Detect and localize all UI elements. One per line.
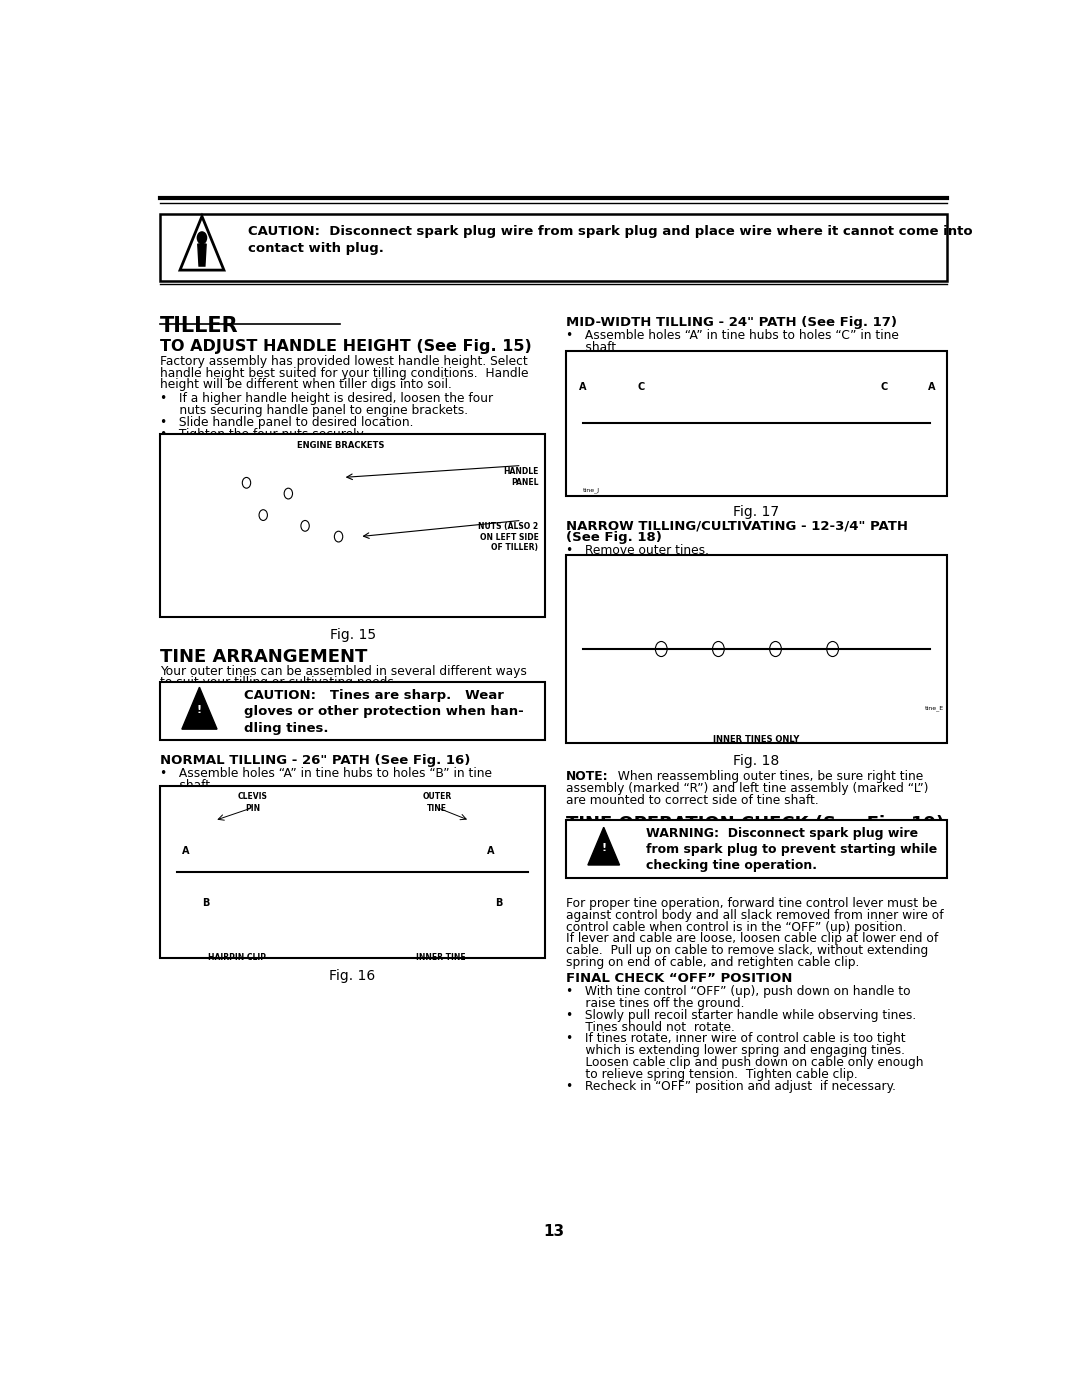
Text: spring on end of cable, and retighten cable clip.: spring on end of cable, and retighten ca… xyxy=(566,956,860,970)
Text: 13: 13 xyxy=(543,1224,564,1239)
Text: Loosen cable clip and push down on cable only enough: Loosen cable clip and push down on cable… xyxy=(566,1056,923,1069)
Text: cable.  Pull up on cable to remove slack, without extending: cable. Pull up on cable to remove slack,… xyxy=(566,944,929,957)
Text: TILLER: TILLER xyxy=(160,316,239,337)
Bar xyxy=(160,787,545,958)
Text: tine_J: tine_J xyxy=(583,488,599,493)
Text: raise tines off the ground.: raise tines off the ground. xyxy=(566,997,744,1010)
Text: !: ! xyxy=(197,705,202,715)
Text: ENGINE BRACKETS: ENGINE BRACKETS xyxy=(297,441,384,450)
Text: Fig. 17: Fig. 17 xyxy=(733,506,780,520)
Text: against control body and all slack removed from inner wire of: against control body and all slack remov… xyxy=(566,909,944,922)
Text: A: A xyxy=(928,383,935,393)
Text: OUTER: OUTER xyxy=(422,792,451,800)
Text: Fig. 16: Fig. 16 xyxy=(329,970,376,983)
Polygon shape xyxy=(181,687,217,729)
Text: INNER TINES ONLY: INNER TINES ONLY xyxy=(713,735,799,743)
Text: •   Slide handle panel to desired location.: • Slide handle panel to desired location… xyxy=(160,416,414,429)
Text: Factory assembly has provided lowest handle height. Select: Factory assembly has provided lowest han… xyxy=(160,355,528,367)
Text: Fig. 18: Fig. 18 xyxy=(733,754,780,768)
Text: checking tine operation.: checking tine operation. xyxy=(646,859,816,872)
Text: NUTS (ALSO 2
ON LEFT SIDE
OF TILLER): NUTS (ALSO 2 ON LEFT SIDE OF TILLER) xyxy=(478,522,539,552)
Bar xyxy=(160,434,545,617)
Text: which is extending lower spring and engaging tines.: which is extending lower spring and enga… xyxy=(566,1045,905,1058)
Text: MID-WIDTH TILLING - 24" PATH (See Fig. 17): MID-WIDTH TILLING - 24" PATH (See Fig. 1… xyxy=(566,316,897,330)
Text: A: A xyxy=(579,383,586,393)
Text: assembly (marked “R”) and left tine assembly (marked “L”): assembly (marked “R”) and left tine asse… xyxy=(566,782,929,795)
Text: shaft.: shaft. xyxy=(566,341,620,353)
Text: Fig. 15: Fig. 15 xyxy=(329,629,376,643)
Text: A: A xyxy=(181,847,189,856)
Text: Your outer tines can be assembled in several different ways: Your outer tines can be assembled in sev… xyxy=(160,665,527,678)
Text: HAIRPIN CLIP: HAIRPIN CLIP xyxy=(208,953,266,963)
Text: •   Remove outer tines.: • Remove outer tines. xyxy=(566,545,710,557)
Text: handle height best suited for your tilling conditions.  Handle: handle height best suited for your tilli… xyxy=(160,366,528,380)
Text: CLEVIS: CLEVIS xyxy=(238,792,268,800)
Text: are mounted to correct side of tine shaft.: are mounted to correct side of tine shaf… xyxy=(566,793,819,806)
Circle shape xyxy=(198,232,206,243)
Text: NARROW TILLING/CULTIVATING - 12-3/4" PATH: NARROW TILLING/CULTIVATING - 12-3/4" PAT… xyxy=(566,520,908,532)
Bar xyxy=(160,682,545,740)
Text: •   With tine control “OFF” (up), push down on handle to: • With tine control “OFF” (up), push dow… xyxy=(566,985,910,999)
Bar xyxy=(566,555,947,743)
Text: Tines should not  rotate.: Tines should not rotate. xyxy=(566,1021,734,1034)
Text: If lever and cable are loose, loosen cable clip at lower end of: If lever and cable are loose, loosen cab… xyxy=(566,932,939,946)
Text: B: B xyxy=(202,898,210,908)
Text: (See Fig. 18): (See Fig. 18) xyxy=(566,531,662,545)
Text: •   Assemble holes “A” in tine hubs to holes “B” in tine: • Assemble holes “A” in tine hubs to hol… xyxy=(160,767,492,780)
Text: For proper tine operation, forward tine control lever must be: For proper tine operation, forward tine … xyxy=(566,897,937,909)
Text: •   Recheck in “OFF” position and adjust  if necessary.: • Recheck in “OFF” position and adjust i… xyxy=(566,1080,896,1092)
Polygon shape xyxy=(198,244,206,265)
Text: tine_E: tine_E xyxy=(924,705,944,711)
Text: NOTE:: NOTE: xyxy=(566,770,609,784)
Bar xyxy=(566,351,947,496)
Text: to suit your tilling or cultivating needs.: to suit your tilling or cultivating need… xyxy=(160,676,397,690)
Text: A: A xyxy=(487,847,495,856)
Text: TINE ARRANGEMENT: TINE ARRANGEMENT xyxy=(160,648,367,666)
Text: WARNING:  Disconnect spark plug wire: WARNING: Disconnect spark plug wire xyxy=(646,827,918,840)
Bar xyxy=(566,820,947,877)
Text: CAUTION:   Tines are sharp.   Wear: CAUTION: Tines are sharp. Wear xyxy=(244,689,503,703)
Text: FINAL CHECK “OFF” POSITION: FINAL CHECK “OFF” POSITION xyxy=(566,972,793,985)
Text: TINE OPERATION CHECK (See Fig. 19): TINE OPERATION CHECK (See Fig. 19) xyxy=(566,816,944,833)
Text: dling tines.: dling tines. xyxy=(244,722,328,735)
Text: !: ! xyxy=(602,842,606,852)
Text: •   If tines rotate, inner wire of control cable is too tight: • If tines rotate, inner wire of control… xyxy=(566,1032,906,1045)
Text: contact with plug.: contact with plug. xyxy=(248,242,383,254)
Text: •   If a higher handle height is desired, loosen the four: • If a higher handle height is desired, … xyxy=(160,393,494,405)
Polygon shape xyxy=(588,827,620,865)
Text: PIN: PIN xyxy=(245,805,260,813)
Text: NORMAL TILLING - 26" PATH (See Fig. 16): NORMAL TILLING - 26" PATH (See Fig. 16) xyxy=(160,754,471,767)
Text: •   Assemble holes “A” in tine hubs to holes “C” in tine: • Assemble holes “A” in tine hubs to hol… xyxy=(566,330,899,342)
Text: •   Slowly pull recoil starter handle while observing tines.: • Slowly pull recoil starter handle whil… xyxy=(566,1009,916,1021)
Text: •   Tighten the four nuts securely.: • Tighten the four nuts securely. xyxy=(160,427,366,441)
Text: When reassembling outer tines, be sure right tine: When reassembling outer tines, be sure r… xyxy=(609,770,922,784)
Bar xyxy=(160,214,947,281)
Text: B: B xyxy=(496,898,503,908)
Text: shaft.: shaft. xyxy=(160,778,214,792)
Text: C: C xyxy=(880,383,888,393)
Text: nuts securing handle panel to engine brackets.: nuts securing handle panel to engine bra… xyxy=(160,404,469,418)
Text: gloves or other protection when han-: gloves or other protection when han- xyxy=(244,705,524,718)
Text: control cable when control is in the “OFF” (up) position.: control cable when control is in the “OF… xyxy=(566,921,907,933)
Text: TO ADJUST HANDLE HEIGHT (See Fig. 15): TO ADJUST HANDLE HEIGHT (See Fig. 15) xyxy=(160,338,531,353)
Text: TINE: TINE xyxy=(428,805,447,813)
Text: SERVICE AND ADJUSTMENTS: SERVICE AND ADJUSTMENTS xyxy=(310,224,797,253)
Text: from spark plug to prevent starting while: from spark plug to prevent starting whil… xyxy=(646,844,936,856)
Text: C: C xyxy=(638,383,645,393)
Text: to relieve spring tension.  Tighten cable clip.: to relieve spring tension. Tighten cable… xyxy=(566,1067,858,1081)
Text: HANDLE
PANEL: HANDLE PANEL xyxy=(503,468,539,486)
Text: INNER TINE: INNER TINE xyxy=(417,953,465,963)
Text: CAUTION:  Disconnect spark plug wire from spark plug and place wire where it can: CAUTION: Disconnect spark plug wire from… xyxy=(248,225,973,237)
Text: height will be different when tiller digs into soil.: height will be different when tiller dig… xyxy=(160,379,453,391)
